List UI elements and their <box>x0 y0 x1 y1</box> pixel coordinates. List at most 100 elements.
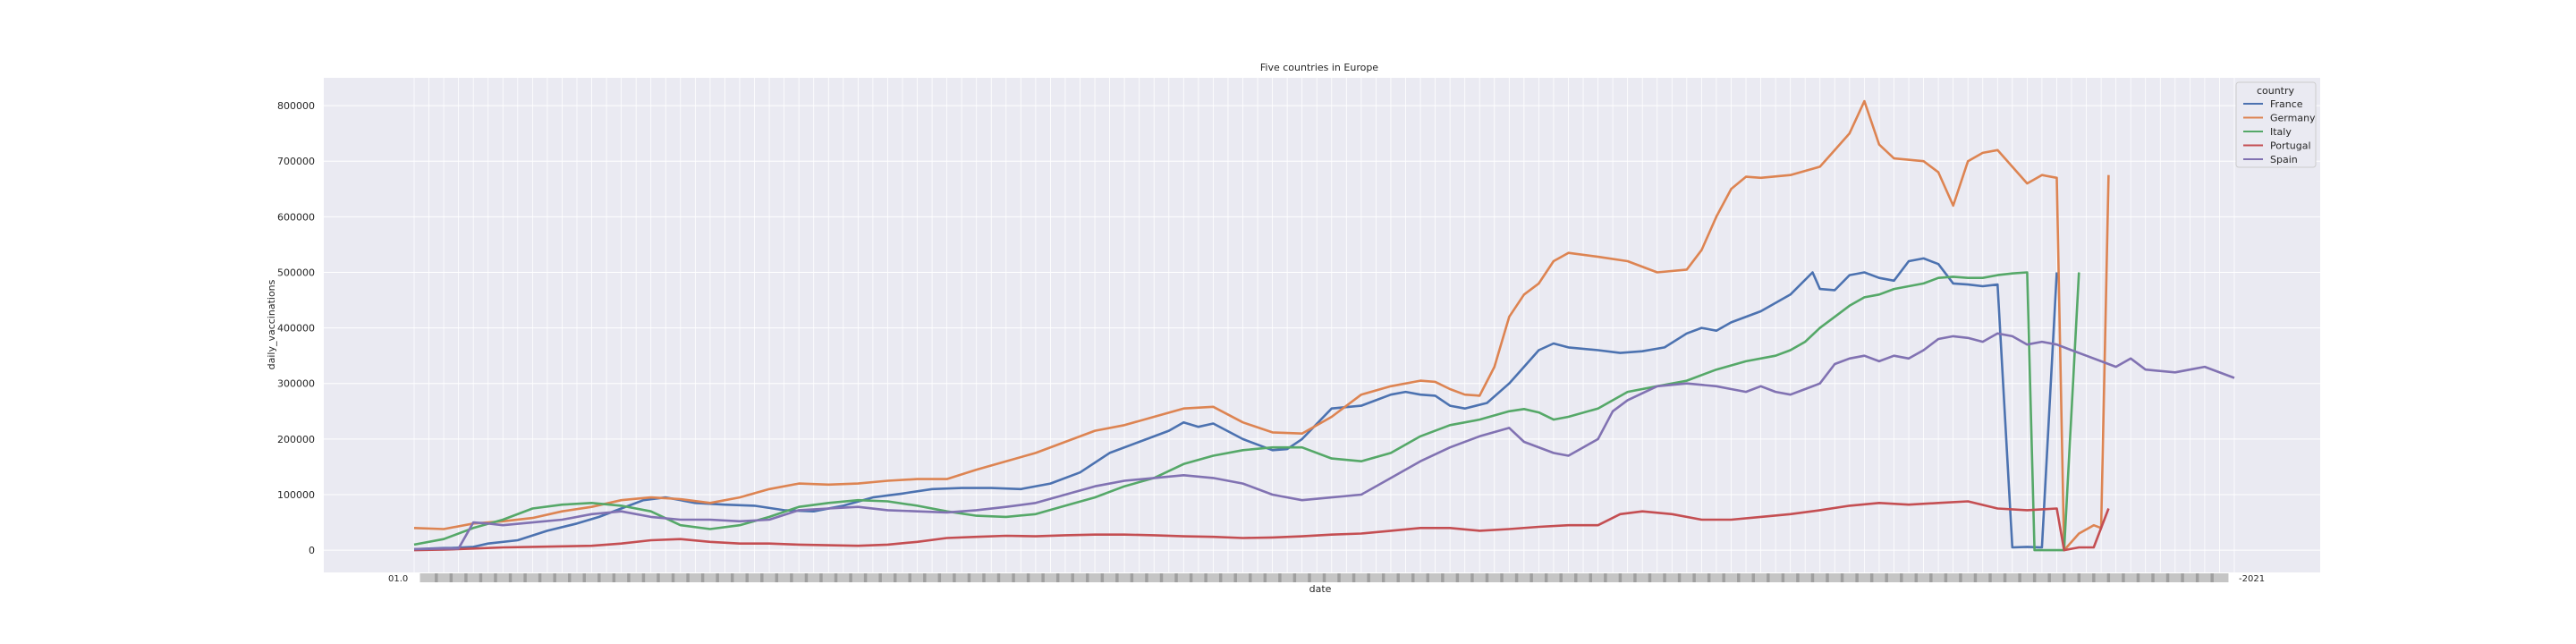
x-tick-label-overlap <box>612 573 631 582</box>
x-tick-label-overlap <box>1500 573 1519 582</box>
legend: country France Germany Italy Portugal Spain <box>2235 81 2317 168</box>
x-tick-label-overlap <box>1249 573 1267 582</box>
x-tick-label-overlap <box>449 573 468 582</box>
x-tick-label-overlap <box>1292 573 1311 582</box>
x-tick-label-overlap <box>1470 573 1489 582</box>
x-tick-label-overlap <box>1026 573 1045 582</box>
x-tick-label-overlap <box>1737 573 1756 582</box>
x-tick-label-overlap <box>1692 573 1711 582</box>
legend-label: Spain <box>2270 154 2298 165</box>
x-tick-label-overlap <box>849 573 868 582</box>
x-tick-label-overlap <box>582 573 601 582</box>
x-tick-label-overlap <box>464 573 483 582</box>
x-tick-label-overlap <box>1426 573 1445 582</box>
x-tick-label-overlap <box>641 573 660 582</box>
x-tick-label-overlap <box>1174 573 1193 582</box>
x-tick-label-overlap <box>1914 573 1933 582</box>
x-tick-label-overlap <box>508 573 527 582</box>
x-tick-label-overlap <box>435 573 453 582</box>
x-tick-label-overlap <box>893 573 911 582</box>
x-tick-label-overlap <box>1041 573 1060 582</box>
y-tick-label: 600000 <box>277 211 315 223</box>
x-tick-label-overlap <box>2195 573 2214 582</box>
x-tick-label-overlap <box>419 573 438 582</box>
series-line-spain <box>413 332 2235 551</box>
y-tick-label: 500000 <box>277 267 315 278</box>
x-tick-label-overlap <box>538 573 556 582</box>
x-tick-label-overlap <box>908 573 927 582</box>
x-tick-label-overlap <box>627 573 646 582</box>
x-tick-label-overlap <box>1929 573 1948 582</box>
x-tick-label-overlap <box>2165 573 2184 582</box>
x-tick-label-overlap <box>1973 573 1992 582</box>
y-tick-label: 700000 <box>277 156 315 167</box>
y-axis-ticks: 0 100000 200000 300000 400000 500000 600000 700… <box>277 100 315 556</box>
x-tick-label-overlap <box>1589 573 1607 582</box>
x-tick-label-overlap <box>1781 573 1800 582</box>
x-tick-label-overlap <box>657 573 675 582</box>
x-tick-label-overlap <box>1869 573 1888 582</box>
x-tick-label-overlap <box>523 573 542 582</box>
x-tick-label-overlap <box>1796 573 1815 582</box>
x-tick-label-overlap <box>1367 573 1385 582</box>
x-tick-label-overlap <box>2151 573 2170 582</box>
grid-lines <box>324 78 2320 572</box>
x-tick-label-overlap <box>1337 573 1356 582</box>
legend-label: Germany <box>2270 113 2316 124</box>
x-axis-label: date <box>1309 583 1332 595</box>
x-tick-label-overlap <box>819 573 838 582</box>
y-tick-label: 800000 <box>277 100 315 112</box>
x-tick-label-overlap <box>1071 573 1089 582</box>
x-tick-label-overlap <box>1055 573 1074 582</box>
x-tick-label-overlap <box>982 573 1001 582</box>
series-line-france <box>413 257 2058 551</box>
x-tick-label-overlap <box>967 573 986 582</box>
x-tick-label-overlap <box>1767 573 1785 582</box>
x-tick-label-overlap <box>1722 573 1741 582</box>
x-tick-label-overlap <box>2181 573 2199 582</box>
x-tick-label-overlap <box>1441 573 1460 582</box>
x-tick-label-overlap <box>2092 573 2111 582</box>
x-tick-label-overlap <box>2047 573 2066 582</box>
x-tick-label-overlap <box>1411 573 1430 582</box>
x-tick-label-overlap <box>1618 573 1637 582</box>
x-tick-label-overlap <box>745 573 764 582</box>
x-tick-label-overlap <box>1396 573 1415 582</box>
x-tick-label-overlap <box>1012 573 1030 582</box>
x-tick-label-overlap <box>1988 573 2007 582</box>
legend-items: France Germany Italy Portugal Spain <box>2243 98 2316 165</box>
legend-label: Portugal <box>2270 140 2311 152</box>
x-tick-label-overlap <box>2077 573 2096 582</box>
x-tick-label-overlap <box>923 573 942 582</box>
x-tick-label-overlap <box>1381 573 1400 582</box>
x-tick-label-overlap <box>1455 573 1474 582</box>
series-line-portugal <box>413 500 2110 552</box>
x-tick-label-overlap <box>1352 573 1370 582</box>
x-tick-label-overlap <box>479 573 497 582</box>
x-tick-label-overlap <box>2003 573 2021 582</box>
y-tick-label: 400000 <box>277 323 315 335</box>
x-tick-label-overlap <box>1115 573 1134 582</box>
x-tick-label-overlap <box>553 573 572 582</box>
x-tick-label-overlap <box>686 573 705 582</box>
y-tick-label: 0 <box>309 545 315 556</box>
x-tick-label-overlap <box>700 573 719 582</box>
x-tick-label-overlap <box>597 573 616 582</box>
x-tick-label-overlap <box>1145 573 1164 582</box>
x-tick-label-overlap <box>1218 573 1237 582</box>
x-tick-label-overlap <box>671 573 690 582</box>
x-tick-label-overlap <box>2210 573 2229 582</box>
x-tick-label-overlap <box>1233 573 1252 582</box>
x-tick-label-overlap <box>1485 573 1504 582</box>
x-tick-label-overlap <box>834 573 852 582</box>
x-tick-label-overlap <box>730 573 749 582</box>
y-tick-label: 200000 <box>277 434 315 445</box>
x-tick-label-overlap <box>1159 573 1178 582</box>
x-tick-label-overlap <box>1677 573 1696 582</box>
x-tick-label-overlap <box>863 573 882 582</box>
legend-label: Italy <box>2270 126 2292 138</box>
x-tick-label-overlap <box>1130 573 1148 582</box>
x-tick-label-overlap <box>1707 573 1725 582</box>
x-tick-label-overlap <box>1574 573 1593 582</box>
